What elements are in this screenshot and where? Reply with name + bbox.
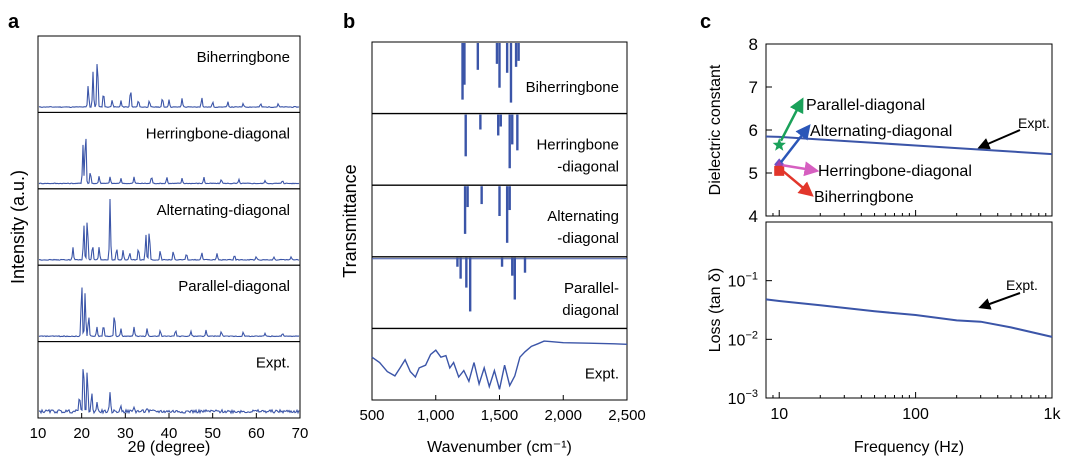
ir-series-label: diagonal <box>562 302 619 319</box>
structure-label: Alternating-diagonal <box>810 123 952 140</box>
ir-series-label: Expt. <box>585 365 619 382</box>
ir-series-label: -diagonal <box>557 230 619 247</box>
structure-label: Herringbone-diagonal <box>818 163 972 180</box>
dielectric-y-tick-label: 5 <box>749 164 758 183</box>
xrd-series-expt- <box>38 369 300 415</box>
structure-arrow <box>779 124 811 164</box>
ir-x-axis-label: Wavenumber (cm⁻¹) <box>427 439 572 456</box>
structure-arrow <box>779 97 804 142</box>
xrd-series-biherringbone <box>38 64 300 109</box>
panel-label-c: c <box>700 11 711 33</box>
structure-arrow <box>781 169 814 197</box>
ir-series-label: Biherringbone <box>526 79 619 96</box>
ir-x-tick-label: 2,500 <box>608 407 646 424</box>
xrd-x-tick-label: 20 <box>73 425 90 442</box>
loss-x-axis-label: Frequency (Hz) <box>854 439 964 456</box>
ir-x-tick-label: 2,000 <box>544 407 582 424</box>
expt-arrow <box>977 129 1021 150</box>
dielectric-y-tick-label: 8 <box>749 35 758 54</box>
loss-x-tick-label: 10 <box>770 406 788 423</box>
ir-series-label: Alternating <box>547 208 619 225</box>
xrd-series-label: Alternating-diagonal <box>157 202 290 219</box>
xrd-x-tick-label: 10 <box>30 425 47 442</box>
xrd-x-tick-label: 50 <box>204 425 221 442</box>
xrd-subpanel-frame <box>37 264 301 343</box>
xrd-series-label: Biherringbone <box>197 49 290 66</box>
loss-y-tick-label: 10−1 <box>728 271 758 291</box>
panel-label-a: a <box>8 11 20 33</box>
ir-series-label: Parallel- <box>564 280 619 297</box>
xrd-series-alternating-diagonal <box>38 198 300 262</box>
ir-x-tick-label: 1,500 <box>481 407 519 424</box>
xrd-series-label: Expt. <box>256 355 290 372</box>
dielectric-expt-line <box>765 135 1053 156</box>
structure-label: Parallel-diagonal <box>806 97 925 114</box>
loss-y-axis-label: Loss (tan δ) <box>707 268 724 353</box>
loss-expt-line <box>765 298 1053 338</box>
expt-label: Expt. <box>1018 115 1050 131</box>
ir-series-label: Herringbone <box>536 137 619 154</box>
xrd-x-tick-label: 30 <box>117 425 134 442</box>
dielectric-y-tick-label: 4 <box>749 207 758 226</box>
loss-x-tick-label: 100 <box>902 406 929 423</box>
xrd-subpanel-frame <box>37 188 301 266</box>
loss-y-tick-exponent: −3 <box>745 388 758 400</box>
xrd-x-tick-label: 70 <box>292 425 309 442</box>
xrd-x-tick-label: 40 <box>161 425 178 442</box>
ir-x-tick-label: 500 <box>359 407 384 424</box>
loss-y-tick-label: 10−2 <box>728 329 758 349</box>
ir-x-tick-label: 1,000 <box>417 407 455 424</box>
xrd-series-herringbone-diagonal <box>38 138 300 185</box>
ir-expt-trace <box>371 340 628 390</box>
xrd-series-label: Parallel-diagonal <box>178 278 290 295</box>
xrd-subpanel-frame <box>37 341 301 419</box>
loss-y-tick-label: 10−3 <box>728 388 758 408</box>
structure-label: Biherringbone <box>814 189 914 206</box>
xrd-subpanel-frame <box>37 111 301 190</box>
panel-b-ir-chart: Biherringbone Herringbone -diagonal Alterna… <box>340 41 646 456</box>
loss-frame <box>765 221 1053 399</box>
expt-label: Expt. <box>1006 277 1038 293</box>
panel-label-b: b <box>343 11 355 33</box>
dielectric-y-tick-label: 6 <box>749 121 758 140</box>
xrd-y-axis-label: Intensity (a.u.) <box>8 170 28 284</box>
panel-c-dielectric-chart: 4 5 6 7 8 Parallel-diagonal Alternating-diagon… <box>707 35 1053 226</box>
dielectric-y-axis-label: Dielectric constant <box>707 64 724 195</box>
xrd-x-tick-label: 60 <box>248 425 265 442</box>
expt-arrow <box>978 292 1021 310</box>
xrd-x-axis-label: 2θ (degree) <box>128 439 211 456</box>
loss-y-tick-exponent: −2 <box>745 329 758 341</box>
xrd-series-label: Herringbone-diagonal <box>146 125 290 142</box>
xrd-series-parallel-diagonal <box>38 287 300 338</box>
ir-series-label: -diagonal <box>557 159 619 176</box>
dielectric-y-tick-label: 7 <box>749 78 758 97</box>
structure-arrow <box>782 161 820 177</box>
marker-biherringbone <box>774 165 785 176</box>
marker-parallel-diagonal <box>772 138 786 151</box>
loss-y-tick-exponent: −1 <box>745 271 758 283</box>
ir-y-axis-label: Transmittance <box>340 164 360 277</box>
panel-c-loss-chart: 10−3 10−2 10−1 10 100 1k Expt. Loss (tan δ) Freq… <box>707 221 1062 456</box>
panel-a-xrd-chart: Biherringbone Herringbone-diagonal Alterna… <box>8 35 309 456</box>
loss-x-tick-label: 1k <box>1044 406 1062 423</box>
